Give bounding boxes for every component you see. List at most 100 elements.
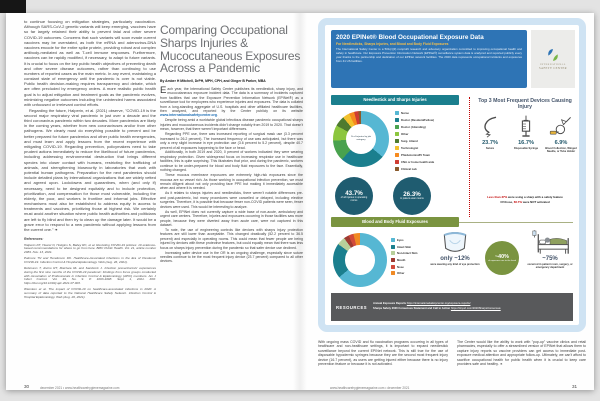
legend-swatch: [395, 124, 399, 129]
resource-link[interactable]: https://internationalsafetycenter.org/ex…: [406, 302, 471, 306]
legend-swatch: [395, 110, 399, 115]
legend-label: Doctor (Resident/Fellow): [401, 117, 434, 122]
body-paragraph: These mucous membrane exposures are extr…: [160, 173, 303, 191]
legend-label: Clinical Lab: [401, 166, 417, 171]
bbf-legend: Eyes Intact Skin Non-Intact Skin Mouth N…: [391, 237, 418, 277]
infographic-header: 2020 EPINet® Blood Occupational Exposure…: [331, 30, 527, 88]
device-syringe: 16.7% Disposable Syringe: [509, 115, 543, 150]
legend-item: Non-Intact Skin: [391, 250, 418, 257]
device-winged-needle: 6.9% Blood Collection, Winged Needle, or…: [544, 115, 578, 153]
note-text: were NOT activated: [521, 199, 550, 204]
winged-needle-icon: [549, 117, 571, 135]
section-heading-bbf: Blood and Body Fluid Exposures: [331, 217, 459, 227]
reference-item: Halperin DT, Hearst N, Hodgins S, Bailey…: [24, 242, 156, 255]
stat-value: ~40%: [495, 253, 509, 260]
body-paragraph: Additionally, in both 2019 and 2020, 0 p…: [160, 150, 303, 173]
stat-caption: occurred in patient room, surgery, or em…: [527, 263, 573, 270]
article-column: Comparing Occupational Sharps Injuries &…: [160, 24, 303, 264]
infographic-subtitle: For Needlesticks, Sharps Injuries, and B…: [336, 42, 449, 46]
resource-item: Annual Exposure Reports https://internat…: [373, 302, 501, 307]
device-label: Blood Collection, Winged Needle, or Tube…: [545, 147, 577, 154]
left-page-number: 30: [24, 384, 30, 389]
legend-label: Mouth: [397, 258, 406, 263]
head-exposure-circle: ~40% of exposures are to the head: [485, 241, 519, 275]
legend-swatch: [391, 244, 395, 249]
device-suture: 23.7% Suture: [473, 115, 507, 150]
resource-link[interactable]: https://tinyurl.com/2020SharpsConsensus: [450, 307, 501, 310]
section-heading-needlestick: Needlestick and Sharps Injuries: [331, 95, 459, 105]
legend-swatch: [391, 271, 395, 276]
legend-swatch: [391, 258, 395, 263]
location-stat: ~75% occurred in patient room, surgery, …: [523, 229, 577, 269]
byline: By Amber H Mitchell, DrPH, MPH, CPH, and…: [160, 79, 266, 84]
resources-bar: RESOURCES Annual Exposure Reports https:…: [331, 293, 573, 321]
resource-text: Sharps Safety 2020 Consensus Statement a…: [373, 307, 451, 310]
needlestick-donut-chart: % of injuries by job category: [333, 111, 389, 167]
legend-item: Phlebotomist/IV Team: [395, 151, 434, 158]
suture-needle-icon: [484, 116, 497, 138]
device-label: Disposable Syringe: [513, 147, 539, 150]
legend-item: Surg. Attend: [395, 137, 434, 144]
stat-caption: of exposures are to the head: [488, 259, 516, 262]
legend-label: Other: [401, 131, 409, 136]
device-value: 16.7%: [518, 140, 534, 146]
body-paragraph: As well, EPINet does not currently captu…: [160, 209, 303, 227]
needlestick-legend: Nurse Doctor (Resident/Fellow) Doctor (A…: [395, 109, 434, 172]
drop-cap: E: [160, 84, 167, 96]
legend-swatch: [395, 159, 399, 164]
stat-caption: in patient exam rooms: [400, 197, 424, 201]
body-paragraph: To note, the use of engineering controls…: [160, 227, 303, 250]
title-line: Sharps Injuries &: [160, 35, 248, 50]
right-page-column-a: With ongoing mass COVID and flu vaccinat…: [318, 340, 448, 367]
donut-center: [345, 245, 375, 275]
stat-caption: of all injuries in operating rooms: [340, 195, 368, 202]
legend-swatch: [391, 264, 395, 269]
body-paragraph: Regarding PPE use, there was increased r…: [160, 132, 303, 150]
logo-text: INTERNATIONAL: [540, 63, 566, 67]
left-footer: december 2021 • www.healthcarehygienemag…: [40, 385, 120, 390]
syringe-icon: [521, 115, 531, 137]
legend-item: Intact Skin: [391, 244, 418, 251]
legend-label: Non-Intact Skin: [397, 251, 418, 256]
legend-label: Nose: [397, 264, 404, 269]
page-fold: [293, 13, 307, 390]
legend-label: Eyes: [397, 238, 404, 243]
legend-item: Other: [391, 270, 418, 277]
legend-label: Doctor (Attending): [401, 124, 426, 129]
resources-label: RESOURCES: [336, 304, 368, 310]
article-title: Comparing Occupational Sharps Injuries &…: [160, 24, 303, 75]
reference-item: Wiemken et al. The impact of COVID-19 on…: [24, 287, 156, 299]
note-text: were using a sharp with a safety feature: [507, 195, 563, 199]
legend-item: Eyes: [391, 237, 418, 244]
legend-item: Other: [395, 130, 434, 137]
title-line: Comparing Occupational: [160, 23, 288, 37]
logo-text: SAFETY CENTER: [539, 66, 567, 71]
legend-item: Mouth: [391, 257, 418, 264]
scan-corner: [0, 0, 26, 13]
device-value: 23.7%: [482, 140, 498, 146]
left-column: to continue focusing on mitigation strat…: [24, 19, 156, 300]
paragraph-text: ach year, the International Safety Cente…: [160, 86, 303, 113]
legend-swatch: [395, 152, 399, 157]
legend-label: Other: [397, 271, 405, 276]
stat-caption: were wearing any kind of eye protection: [430, 263, 480, 266]
legend-swatch: [395, 166, 399, 171]
stat-value: 43.7%: [345, 189, 363, 197]
hospital-bed-icon: [532, 230, 569, 254]
right-footer: www.healthcarehygienemagazine.com • dece…: [330, 385, 410, 390]
legend-swatch: [395, 117, 399, 122]
legend-item: Nurse: [395, 109, 434, 116]
top3-heading: Top 3 Most Frequent Devices Causing Inju…: [478, 98, 572, 110]
infographic-title: 2020 EPINet® Blood Occupational Exposure…: [336, 34, 484, 41]
paragraph-text: .: [217, 113, 219, 118]
right-page-column-b: The Center would like the ability to wor…: [457, 340, 586, 367]
device-value: 6.9%: [554, 140, 568, 146]
note-highlight: 66.7%: [513, 199, 522, 204]
resource-text: Annual Exposure Reports: [373, 302, 407, 306]
body-paragraph: Regarding the future, Halperin, et al. (…: [24, 107, 156, 232]
website-link[interactable]: www.internationalsafetycenter.org: [160, 113, 218, 118]
body-paragraph: As it relates to sharps injuries and nee…: [160, 191, 303, 209]
face-shield-icon: [443, 232, 467, 252]
